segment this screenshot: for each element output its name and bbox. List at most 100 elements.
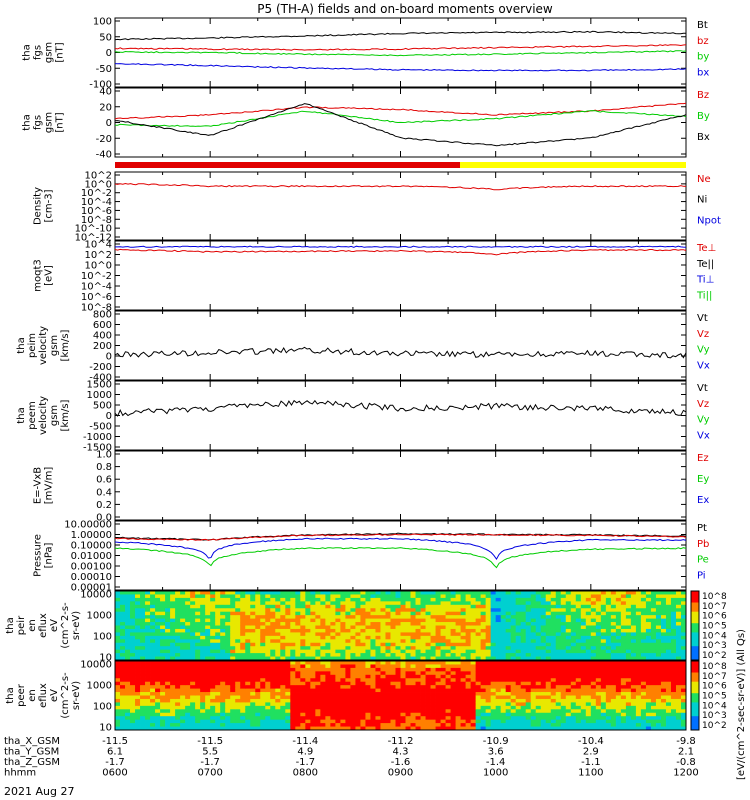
heatmap-cell <box>415 649 421 654</box>
heatmap-cell <box>575 597 582 602</box>
heatmap-cell <box>355 653 361 657</box>
heatmap-cell <box>240 695 246 700</box>
heatmap-cell <box>325 698 331 703</box>
heatmap-cell <box>155 698 161 703</box>
heatmap-cell <box>395 646 401 651</box>
heatmap-cell <box>445 608 451 613</box>
heatmap-cell <box>260 622 266 626</box>
heatmap-cell <box>315 695 321 700</box>
heatmap-cell <box>135 685 141 689</box>
heatmap-cell <box>450 671 456 676</box>
heatmap-cell <box>255 604 261 609</box>
heatmap-cell <box>295 628 301 633</box>
heatmap-cell <box>370 591 376 595</box>
heatmap-cell <box>480 698 487 703</box>
heatmap-cell <box>225 615 231 619</box>
heatmap-cell <box>210 698 216 703</box>
heatmap-cell <box>510 723 517 727</box>
heatmap-cell <box>240 656 246 661</box>
heatmap-cell <box>605 685 612 689</box>
heatmap-cell <box>175 716 181 721</box>
heatmap-cell <box>180 702 186 707</box>
heatmap-cell <box>605 601 612 606</box>
heatmap-cell <box>660 639 667 644</box>
heatmap-cell <box>570 628 577 633</box>
heatmap-cell <box>395 698 401 703</box>
heatmap-cell <box>180 719 186 724</box>
heatmap-cell <box>405 646 411 651</box>
heatmap-cell <box>545 678 552 683</box>
heatmap-cell <box>250 646 256 651</box>
heatmap-cell <box>675 656 682 661</box>
heatmap-cell <box>140 594 146 599</box>
heatmap-cell <box>160 601 166 606</box>
heatmap-cell <box>610 622 617 626</box>
heatmap-cell <box>165 723 171 727</box>
panel-8: Pressure [nPa]10.000001.000000.100000.010… <box>33 520 710 594</box>
heatmap-cell <box>200 639 206 644</box>
heatmap-cell <box>165 628 171 633</box>
heatmap-cell <box>550 726 557 731</box>
heatmap-cell <box>650 632 657 637</box>
heatmap-cell <box>620 649 627 654</box>
heatmap-cell <box>670 597 677 602</box>
heatmap-cell <box>175 698 181 703</box>
heatmap-cell <box>560 705 567 710</box>
heatmap-cell <box>425 719 431 724</box>
heatmap-cell <box>300 698 306 703</box>
heatmap-cell <box>645 692 652 696</box>
heatmap-cell <box>265 649 271 654</box>
heatmap-cell <box>130 702 136 707</box>
heatmap-cell <box>425 618 431 623</box>
heatmap-cell <box>490 604 497 609</box>
heatmap-cell <box>245 615 251 619</box>
heatmap-cell <box>430 705 436 710</box>
heatmap-cell <box>190 674 196 679</box>
heatmap-cell <box>355 625 361 630</box>
heatmap-cell <box>610 685 617 689</box>
heatmap-cell <box>375 678 381 683</box>
heatmap-cell <box>395 656 401 661</box>
heatmap-cell <box>330 726 336 731</box>
y-axis-label: eflux <box>38 683 49 708</box>
heatmap-cell <box>430 625 436 630</box>
heatmap-cell <box>555 608 562 613</box>
heatmap-cell <box>330 608 336 613</box>
heatmap-cell <box>580 656 587 661</box>
heatmap-cell <box>135 642 141 647</box>
heatmap-cell <box>605 632 612 637</box>
heatmap-cell <box>340 639 346 644</box>
heatmap-cell <box>395 723 401 727</box>
heatmap-cell <box>350 601 356 606</box>
heatmap-cell <box>485 671 492 676</box>
heatmap-cell <box>115 664 121 669</box>
heatmap-cell <box>425 692 431 696</box>
heatmap-cell <box>610 608 617 613</box>
heatmap-cell <box>145 594 151 599</box>
heatmap-cell <box>560 611 567 616</box>
heatmap-cell <box>170 671 176 676</box>
heatmap-cell <box>595 611 602 616</box>
heatmap-cell <box>185 681 191 686</box>
legend-entry: Ey <box>697 474 709 485</box>
heatmap-cell <box>595 618 602 623</box>
heatmap-cell <box>575 661 582 665</box>
heatmap-cell <box>555 702 562 707</box>
heatmap-cell <box>460 618 467 623</box>
heatmap-cell <box>295 719 301 724</box>
heatmap-cell <box>305 716 311 721</box>
heatmap-cell <box>275 664 281 669</box>
heatmap-cell <box>460 646 467 651</box>
heatmap-cell <box>405 705 411 710</box>
heatmap-cell <box>555 674 562 679</box>
heatmap-cell <box>325 667 331 672</box>
legend-entry: Vx <box>697 360 710 371</box>
heatmap-cell <box>160 646 166 651</box>
heatmap-cell <box>155 639 161 644</box>
heatmap-cell <box>360 681 366 686</box>
heatmap-cell <box>215 604 221 609</box>
heatmap-cell <box>390 702 396 707</box>
heatmap-cell <box>615 695 622 700</box>
heatmap-cell <box>580 642 587 647</box>
heatmap-cell <box>420 674 426 679</box>
